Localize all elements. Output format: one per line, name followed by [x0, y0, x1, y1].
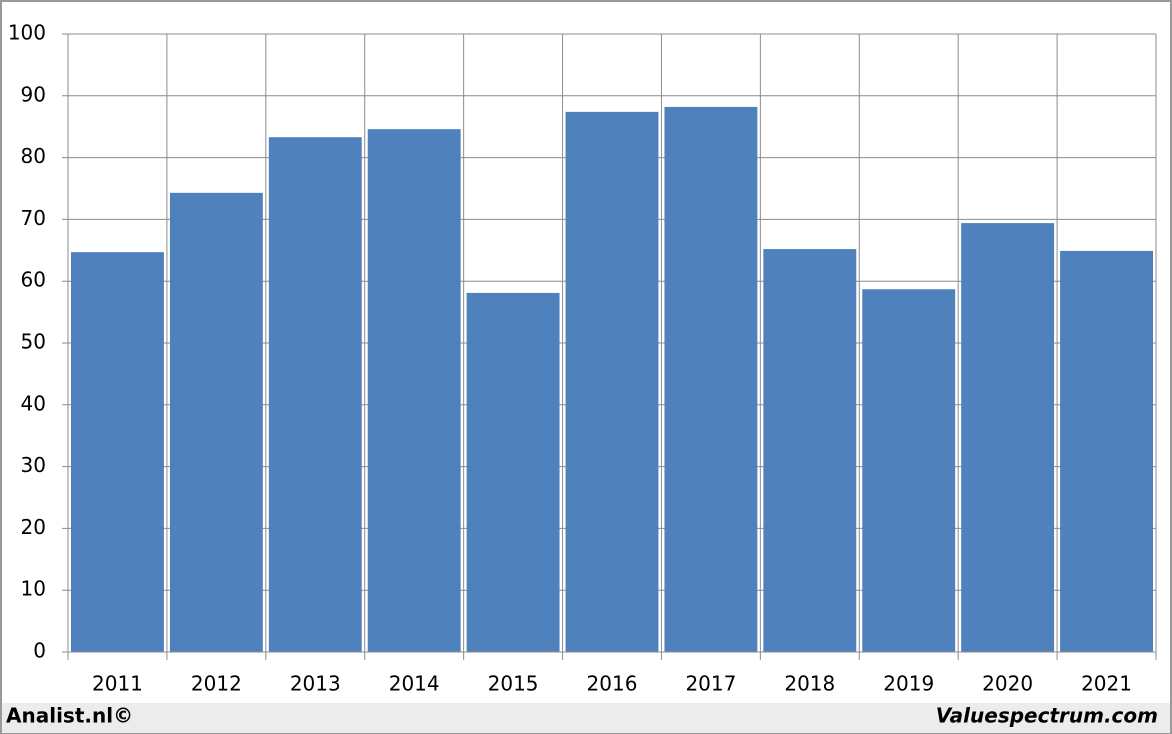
bar — [763, 249, 857, 652]
y-tick-label: 30 — [21, 453, 46, 477]
y-tick-label: 80 — [21, 144, 46, 168]
y-tick-label: 50 — [21, 330, 46, 354]
bar — [862, 289, 956, 652]
y-tick-label: 10 — [21, 577, 46, 601]
bar — [268, 137, 362, 652]
x-tick-label: 2012 — [191, 672, 242, 696]
y-tick-label: 60 — [21, 268, 46, 292]
x-tick-label: 2018 — [784, 672, 835, 696]
y-tick-label: 0 — [33, 639, 46, 663]
x-tick-label: 2021 — [1081, 672, 1132, 696]
x-tick-label: 2020 — [982, 672, 1033, 696]
footer-right: Valuespectrum.com — [936, 704, 1158, 728]
y-tick-label: 40 — [21, 391, 46, 415]
footer-band — [2, 703, 1170, 733]
bar — [367, 129, 461, 652]
bar — [664, 106, 758, 652]
x-tick-label: 2011 — [92, 672, 143, 696]
x-tick-label: 2019 — [883, 672, 934, 696]
y-tick-label: 20 — [21, 515, 46, 539]
x-tick-label: 2013 — [290, 672, 341, 696]
bar — [466, 292, 560, 652]
x-tick-label: 2015 — [488, 672, 539, 696]
bar — [169, 192, 263, 653]
x-tick-label: 2014 — [389, 672, 440, 696]
x-tick-label: 2016 — [587, 672, 638, 696]
bar — [961, 223, 1055, 652]
footer-left: Analist.nl© — [6, 704, 133, 728]
y-tick-label: 100 — [8, 21, 46, 45]
bar — [1060, 250, 1153, 652]
y-tick-label: 90 — [21, 82, 46, 106]
x-tick-label: 2017 — [685, 672, 736, 696]
y-tick-label: 70 — [21, 206, 46, 230]
bar — [565, 111, 659, 653]
bar — [71, 252, 164, 653]
